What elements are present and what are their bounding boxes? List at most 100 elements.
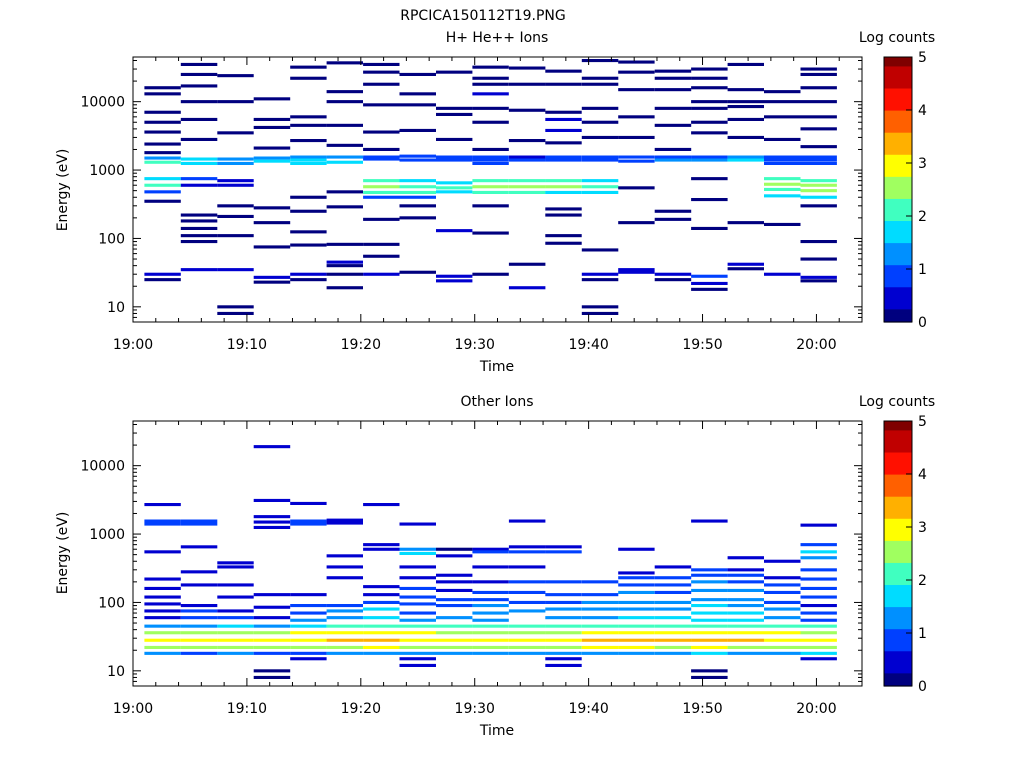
colorbar-segment <box>884 313 912 319</box>
heatmap-cell <box>472 161 509 165</box>
colorbar-segment <box>884 606 912 612</box>
colorbar-segment <box>884 317 912 323</box>
heatmap-cell <box>363 638 400 642</box>
heatmap-cell <box>508 108 546 112</box>
panel-title: Other Ions <box>460 394 533 410</box>
heatmap-cell <box>764 155 801 159</box>
heatmap-cell <box>290 611 327 615</box>
heatmap-cell <box>727 588 764 592</box>
heatmap-cell <box>363 616 400 620</box>
heatmap-cell <box>691 67 728 71</box>
colorbar-segment <box>884 602 912 608</box>
heatmap-cell <box>654 565 692 569</box>
heatmap-cell <box>363 103 400 107</box>
heatmap-cell <box>326 631 363 635</box>
colorbar-segment <box>884 295 912 301</box>
heatmap-cell <box>436 186 473 190</box>
heatmap-cell <box>800 568 837 572</box>
heatmap-cell <box>363 624 400 628</box>
heatmap-cell <box>581 59 619 63</box>
heatmap-cell <box>399 185 436 189</box>
heatmap-cell <box>472 580 509 584</box>
y-tick-label: 1000 <box>89 527 125 543</box>
heatmap-cell <box>326 272 363 276</box>
colorbar-segment <box>884 668 912 674</box>
heatmap-cell <box>764 137 801 141</box>
heatmap-cell <box>727 624 764 628</box>
heatmap-cell <box>326 616 363 620</box>
heatmap-cell <box>764 158 801 162</box>
heatmap-cell <box>144 609 181 613</box>
colorbar-segment <box>884 677 912 683</box>
heatmap-cell <box>618 135 655 139</box>
colorbar-segment <box>884 273 912 279</box>
colorbar-segment <box>884 286 912 292</box>
heatmap-cell <box>253 638 291 642</box>
heatmap-cell <box>800 618 837 622</box>
colorbar-segment <box>884 655 912 661</box>
heatmap-cell <box>764 100 801 104</box>
heatmap-cell <box>253 97 291 101</box>
heatmap-cell <box>326 264 363 268</box>
heatmap-cell <box>217 100 254 104</box>
heatmap-cell <box>800 100 837 104</box>
heatmap-cell <box>800 657 837 661</box>
colorbar-segment <box>884 65 912 71</box>
colorbar-segment <box>884 57 912 63</box>
heatmap-cell <box>326 100 363 104</box>
heatmap-cell <box>691 177 728 181</box>
heatmap-cell <box>217 204 254 208</box>
heatmap-cell <box>581 631 619 635</box>
colorbar-tick-label: 2 <box>918 573 927 589</box>
heatmap-cell <box>144 120 181 124</box>
heatmap-cell <box>654 600 692 604</box>
colorbar-segment <box>884 575 912 581</box>
heatmap-cell <box>581 272 619 276</box>
heatmap-cell <box>253 245 291 249</box>
x-tick-label: 19:40 <box>568 701 608 717</box>
heatmap-cell <box>691 631 728 635</box>
heatmap-cell <box>508 638 546 642</box>
heatmap-cell <box>545 657 582 661</box>
heatmap-cell <box>180 604 218 608</box>
heatmap-cell <box>144 86 181 90</box>
colorbar-segment <box>884 500 912 506</box>
heatmap-cell <box>800 204 837 208</box>
x-tick-label: 19:20 <box>341 701 381 717</box>
colorbar-segment <box>884 509 912 515</box>
heatmap-cell <box>399 216 436 220</box>
heatmap-cell <box>326 565 363 569</box>
colorbar-segment <box>884 522 912 528</box>
heatmap-cell <box>253 275 291 279</box>
heatmap-cell <box>290 65 327 69</box>
heatmap-cell <box>363 147 400 151</box>
heatmap-cell <box>180 268 218 272</box>
colorbar-segment <box>884 421 912 427</box>
heatmap-cells <box>144 445 837 679</box>
colorbar-tick-label: 4 <box>918 103 927 119</box>
heatmap-cell <box>399 92 436 96</box>
colorbar-segment <box>884 61 912 67</box>
heatmap-cell <box>180 638 218 642</box>
colorbar-segment <box>884 202 912 208</box>
heatmap-cell <box>290 618 327 622</box>
heatmap-cell <box>654 590 692 594</box>
heatmap-cell <box>144 522 181 526</box>
colorbar-segment <box>884 198 912 204</box>
heatmap-cell <box>253 221 291 225</box>
colorbar-segment <box>884 465 912 471</box>
heatmap-cell <box>144 624 181 628</box>
heatmap-cell <box>727 62 764 66</box>
heatmap-cell <box>508 651 546 655</box>
heatmap-cell <box>399 638 436 642</box>
heatmap-cell <box>436 631 473 635</box>
heatmap-cell <box>472 92 509 96</box>
heatmap-cell <box>144 199 181 203</box>
heatmap-cell <box>144 586 181 590</box>
heatmap-cell <box>399 154 436 158</box>
heatmap-cell <box>290 115 327 119</box>
colorbar-segment <box>884 70 912 76</box>
heatmap-cell <box>472 590 509 594</box>
heatmap-cell <box>800 115 837 119</box>
heatmap-cell <box>691 669 728 673</box>
